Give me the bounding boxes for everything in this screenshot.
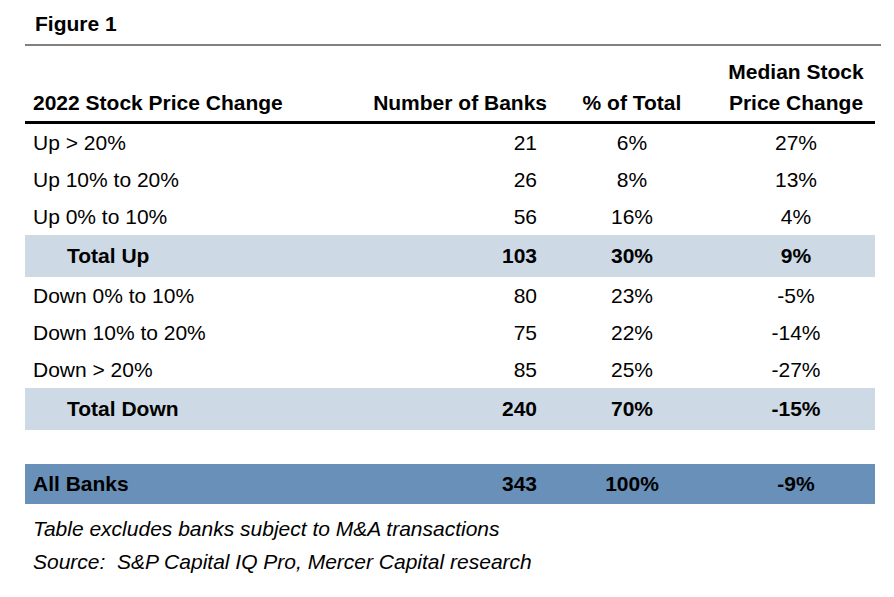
cell-pct-of-total: 70% bbox=[547, 388, 717, 430]
cell-number-of-banks: 21 bbox=[335, 123, 547, 162]
table-header-row: 2022 Stock Price Change Number of Banks … bbox=[25, 46, 875, 123]
col-header-median-stock-price-change: Median Stock Price Change bbox=[717, 46, 875, 123]
footnote-source: Source: S&P Capital IQ Pro, Mercer Capit… bbox=[25, 550, 894, 574]
cell-pct-of-total: 16% bbox=[547, 198, 717, 235]
cell-pct-of-total: 100% bbox=[547, 464, 717, 504]
cell-median-change: -5% bbox=[717, 277, 875, 314]
cell-label: All Banks bbox=[25, 464, 335, 504]
footnote-exclusion: Table excludes banks subject to M&A tran… bbox=[25, 517, 894, 541]
spacer-cell bbox=[25, 430, 875, 464]
table-row-down-0-10: Down 0% to 10% 80 23% -5% bbox=[25, 277, 875, 314]
cell-number-of-banks: 85 bbox=[335, 351, 547, 388]
cell-median-change: -9% bbox=[717, 464, 875, 504]
median-stock-header-line1: Median Stock bbox=[728, 60, 863, 83]
cell-pct-of-total: 30% bbox=[547, 235, 717, 277]
cell-pct-of-total: 6% bbox=[547, 123, 717, 162]
table-row-total-up: Total Up 103 30% 9% bbox=[25, 235, 875, 277]
figure-title: Figure 1 bbox=[25, 10, 881, 46]
cell-label: Down 0% to 10% bbox=[25, 277, 335, 314]
cell-median-change: 27% bbox=[717, 123, 875, 162]
cell-pct-of-total: 8% bbox=[547, 161, 717, 198]
cell-median-change: 4% bbox=[717, 198, 875, 235]
cell-number-of-banks: 56 bbox=[335, 198, 547, 235]
footnotes: Table excludes banks subject to M&A tran… bbox=[25, 517, 894, 574]
figure-page: Figure 1 2022 Stock Price Change Number … bbox=[0, 0, 894, 597]
col-header-stock-price-change: 2022 Stock Price Change bbox=[25, 46, 335, 123]
cell-number-of-banks: 343 bbox=[335, 464, 547, 504]
table-row-all-banks: All Banks 343 100% -9% bbox=[25, 464, 875, 504]
cell-label: Up > 20% bbox=[25, 123, 335, 162]
cell-number-of-banks: 75 bbox=[335, 314, 547, 351]
cell-number-of-banks: 80 bbox=[335, 277, 547, 314]
table-row-up-0-10: Up 0% to 10% 56 16% 4% bbox=[25, 198, 875, 235]
cell-median-change: -15% bbox=[717, 388, 875, 430]
col-header-number-of-banks: Number of Banks bbox=[335, 46, 547, 123]
median-stock-header-line2: Price Change bbox=[729, 91, 863, 114]
cell-median-change: -27% bbox=[717, 351, 875, 388]
cell-label: Down 10% to 20% bbox=[25, 314, 335, 351]
cell-number-of-banks: 240 bbox=[335, 388, 547, 430]
cell-pct-of-total: 25% bbox=[547, 351, 717, 388]
cell-label: Up 10% to 20% bbox=[25, 161, 335, 198]
cell-label: Total Down bbox=[25, 388, 335, 430]
table-row-total-down: Total Down 240 70% -15% bbox=[25, 388, 875, 430]
table-spacer-row bbox=[25, 430, 875, 464]
cell-label: Down > 20% bbox=[25, 351, 335, 388]
cell-number-of-banks: 103 bbox=[335, 235, 547, 277]
col-header-pct-of-total: % of Total bbox=[547, 46, 717, 123]
cell-number-of-banks: 26 bbox=[335, 161, 547, 198]
table-row-down-gt-20: Down > 20% 85 25% -27% bbox=[25, 351, 875, 388]
table-row-up-10-20: Up 10% to 20% 26 8% 13% bbox=[25, 161, 875, 198]
cell-median-change: -14% bbox=[717, 314, 875, 351]
stock-price-change-table: 2022 Stock Price Change Number of Banks … bbox=[25, 46, 875, 504]
cell-median-change: 13% bbox=[717, 161, 875, 198]
cell-label: Up 0% to 10% bbox=[25, 198, 335, 235]
table-row-up-gt-20: Up > 20% 21 6% 27% bbox=[25, 123, 875, 162]
cell-pct-of-total: 22% bbox=[547, 314, 717, 351]
table-row-down-10-20: Down 10% to 20% 75 22% -14% bbox=[25, 314, 875, 351]
cell-median-change: 9% bbox=[717, 235, 875, 277]
cell-label: Total Up bbox=[25, 235, 335, 277]
cell-pct-of-total: 23% bbox=[547, 277, 717, 314]
